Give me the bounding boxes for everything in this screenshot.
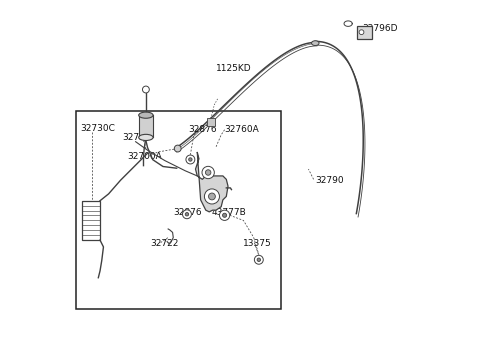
Circle shape	[185, 213, 189, 216]
Text: 32760A: 32760A	[225, 125, 259, 134]
Bar	[82, 201, 100, 240]
Text: 13375: 13375	[243, 239, 272, 248]
Circle shape	[189, 158, 192, 161]
Text: 32700A: 32700A	[127, 151, 162, 160]
Text: 32724: 32724	[122, 133, 150, 142]
Circle shape	[143, 86, 149, 93]
Circle shape	[219, 210, 230, 220]
Circle shape	[359, 30, 364, 34]
FancyBboxPatch shape	[207, 118, 215, 126]
Ellipse shape	[139, 112, 153, 118]
Text: 1125KD: 1125KD	[216, 63, 252, 72]
Bar	[76, 111, 281, 309]
Circle shape	[205, 170, 211, 175]
Circle shape	[186, 155, 195, 164]
Circle shape	[223, 213, 227, 217]
Circle shape	[204, 189, 219, 204]
Circle shape	[202, 166, 215, 179]
Ellipse shape	[139, 134, 153, 140]
Text: 32876: 32876	[188, 125, 216, 134]
FancyBboxPatch shape	[358, 26, 372, 39]
Text: 43777B: 43777B	[212, 208, 247, 217]
Text: 32790: 32790	[315, 176, 344, 185]
Circle shape	[208, 193, 216, 200]
Polygon shape	[195, 152, 228, 212]
Text: 32722: 32722	[150, 239, 179, 248]
Bar	[139, 115, 153, 137]
Text: 32796D: 32796D	[362, 24, 398, 33]
Circle shape	[174, 145, 181, 152]
Circle shape	[182, 210, 192, 219]
Text: 32730C: 32730C	[80, 124, 115, 133]
Circle shape	[257, 258, 261, 262]
Circle shape	[254, 255, 263, 264]
Ellipse shape	[312, 41, 319, 46]
Text: 32876: 32876	[174, 208, 202, 217]
